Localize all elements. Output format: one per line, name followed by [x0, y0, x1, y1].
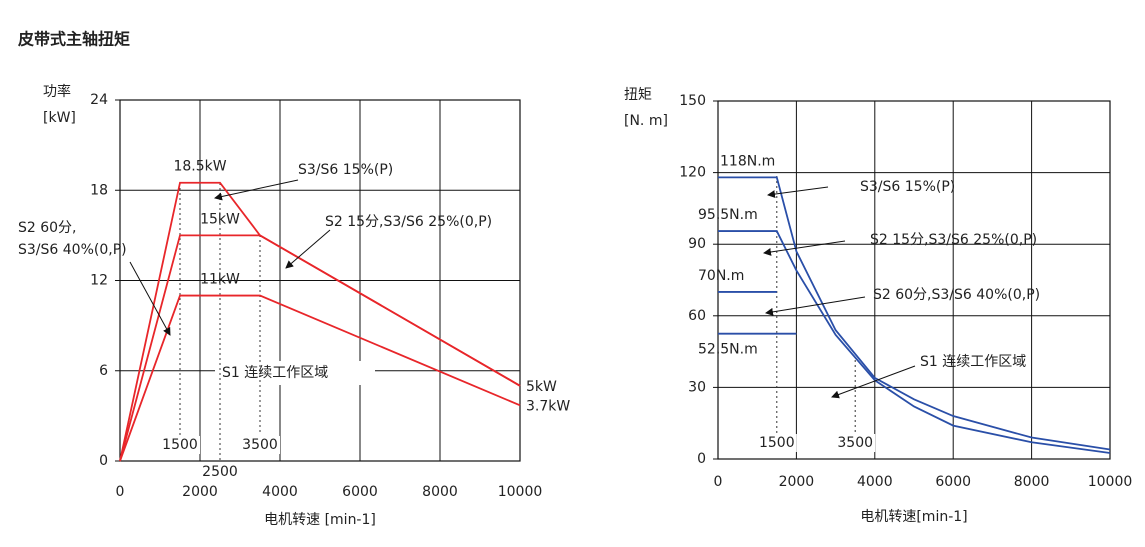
- value-label: 11kW: [200, 272, 240, 288]
- annotation-arrow: [129, 261, 171, 336]
- value-label: 118N.m: [720, 153, 775, 169]
- region-label-bg: [215, 361, 375, 385]
- value-label: 52.5N.m: [698, 342, 758, 358]
- speed-marker-label: 1500: [162, 437, 198, 453]
- value-label: 95.5N.m: [698, 207, 758, 223]
- series-annotation: S3/S6 15%(P): [860, 179, 955, 195]
- x-tick-label: 0: [116, 484, 125, 500]
- y-tick-label: 120: [679, 165, 706, 181]
- x-tick-label: 2000: [779, 474, 815, 490]
- plot-frame: [119, 99, 521, 462]
- x-axis-label: 电机转速[min-1]: [860, 509, 967, 525]
- speed-marker-bg: [200, 463, 240, 481]
- y-tick-label: 12: [90, 273, 108, 289]
- x-tick-label: 10000: [1088, 474, 1133, 490]
- x-tick-label: 10000: [498, 484, 543, 500]
- annotation-arrow: [214, 179, 299, 201]
- y-axis-unit: [kW]: [43, 110, 76, 126]
- y-tick-label: 18: [90, 182, 108, 198]
- value-label: 15kW: [200, 211, 240, 227]
- annotation-arrow: [765, 296, 866, 316]
- x-tick-label: 2000: [182, 484, 218, 500]
- y-axis-label: 扭矩: [624, 87, 652, 103]
- x-axis-label: 电机转速 [min-1]: [264, 512, 376, 528]
- series-annotation: S1 连续工作区域: [920, 353, 1026, 370]
- series-line: [718, 230, 1111, 454]
- series-annotation: S2 15分,S3/S6 25%(0,P): [870, 232, 1037, 248]
- x-tick-label: 4000: [262, 484, 298, 500]
- x-tick-label: 4000: [857, 474, 893, 490]
- y-axis-label: 功率: [43, 83, 71, 100]
- speed-marker-bg: [835, 434, 876, 452]
- value-label: 3.7kW: [526, 398, 570, 414]
- region-label: S1 连续工作区域: [222, 364, 328, 381]
- y-tick-label: 6: [99, 363, 108, 379]
- series-annotation: S2 15分,S3/S6 25%(0,P): [325, 214, 492, 230]
- annotation-arrow: [831, 365, 916, 399]
- page-title: 皮带式主轴扭矩: [17, 30, 130, 49]
- speed-marker-label: 3500: [837, 435, 873, 451]
- speed-marker-bg: [240, 436, 280, 454]
- x-tick-label: 6000: [935, 474, 971, 490]
- series-annotation: S3/S6 15%(P): [298, 162, 393, 178]
- series-line: [119, 294, 521, 462]
- series-line: [718, 176, 1111, 451]
- y-axis-unit: [N. m]: [624, 113, 668, 129]
- series-annotation: S2 60分,S3/S6 40%(0,P): [18, 220, 127, 258]
- speed-marker-label: 3500: [242, 437, 278, 453]
- value-label: 18.5kW: [173, 159, 226, 175]
- y-tick-label: 30: [688, 379, 706, 395]
- y-tick-label: 60: [688, 308, 706, 324]
- value-label: 70N.m: [698, 268, 744, 284]
- y-tick-label: 0: [697, 451, 706, 467]
- x-tick-label: 8000: [422, 484, 458, 500]
- speed-marker-label: 2500: [202, 464, 238, 480]
- x-tick-label: 8000: [1014, 474, 1050, 490]
- plot-frame: [717, 100, 1111, 460]
- annotation-arrow: [763, 240, 846, 256]
- annotation-arrow: [767, 186, 829, 199]
- y-tick-label: 150: [679, 93, 706, 109]
- value-label: 5kW: [526, 379, 557, 395]
- speed-marker-bg: [756, 434, 797, 452]
- speed-marker-label: 1500: [759, 435, 795, 451]
- x-tick-label: 6000: [342, 484, 378, 500]
- y-tick-label: 90: [688, 236, 706, 252]
- series-line: [119, 234, 521, 462]
- annotation-arrow: [285, 229, 331, 269]
- speed-marker-bg: [160, 436, 200, 454]
- y-tick-label: 0: [99, 453, 108, 469]
- y-tick-label: 24: [90, 92, 108, 108]
- series-annotation: S2 60分,S3/S6 40%(0,P): [873, 287, 1040, 303]
- x-tick-label: 0: [714, 474, 723, 490]
